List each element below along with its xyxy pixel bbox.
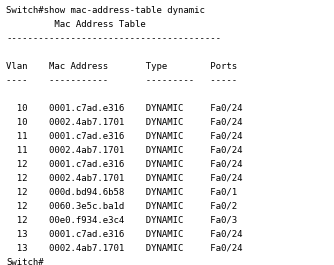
- Text: 12    0001.c7ad.e316    DYNAMIC     Fa0/24: 12 0001.c7ad.e316 DYNAMIC Fa0/24: [6, 160, 242, 169]
- Text: Vlan    Mac Address       Type        Ports: Vlan Mac Address Type Ports: [6, 62, 237, 71]
- Text: 13    0002.4ab7.1701    DYNAMIC     Fa0/24: 13 0002.4ab7.1701 DYNAMIC Fa0/24: [6, 244, 242, 253]
- Text: 10    0001.c7ad.e316    DYNAMIC     Fa0/24: 10 0001.c7ad.e316 DYNAMIC Fa0/24: [6, 104, 242, 113]
- Text: 11    0002.4ab7.1701    DYNAMIC     Fa0/24: 11 0002.4ab7.1701 DYNAMIC Fa0/24: [6, 146, 242, 155]
- Text: 11    0001.c7ad.e316    DYNAMIC     Fa0/24: 11 0001.c7ad.e316 DYNAMIC Fa0/24: [6, 132, 242, 141]
- Text: 12    0002.4ab7.1701    DYNAMIC     Fa0/24: 12 0002.4ab7.1701 DYNAMIC Fa0/24: [6, 174, 242, 183]
- Text: ----    -----------       ---------   -----: ---- ----------- --------- -----: [6, 76, 237, 85]
- Text: 10    0002.4ab7.1701    DYNAMIC     Fa0/24: 10 0002.4ab7.1701 DYNAMIC Fa0/24: [6, 118, 242, 127]
- Text: 12    0060.3e5c.ba1d    DYNAMIC     Fa0/2: 12 0060.3e5c.ba1d DYNAMIC Fa0/2: [6, 202, 237, 211]
- Text: 12    000d.bd94.6b58    DYNAMIC     Fa0/1: 12 000d.bd94.6b58 DYNAMIC Fa0/1: [6, 188, 237, 197]
- Text: Switch#: Switch#: [6, 258, 44, 265]
- Text: Switch#show mac-address-table dynamic: Switch#show mac-address-table dynamic: [6, 6, 205, 15]
- Text: ----------------------------------------: ----------------------------------------: [6, 34, 221, 43]
- Text: Mac Address Table: Mac Address Table: [6, 20, 146, 29]
- Text: 13    0001.c7ad.e316    DYNAMIC     Fa0/24: 13 0001.c7ad.e316 DYNAMIC Fa0/24: [6, 230, 242, 239]
- Text: 12    00e0.f934.e3c4    DYNAMIC     Fa0/3: 12 00e0.f934.e3c4 DYNAMIC Fa0/3: [6, 216, 237, 225]
